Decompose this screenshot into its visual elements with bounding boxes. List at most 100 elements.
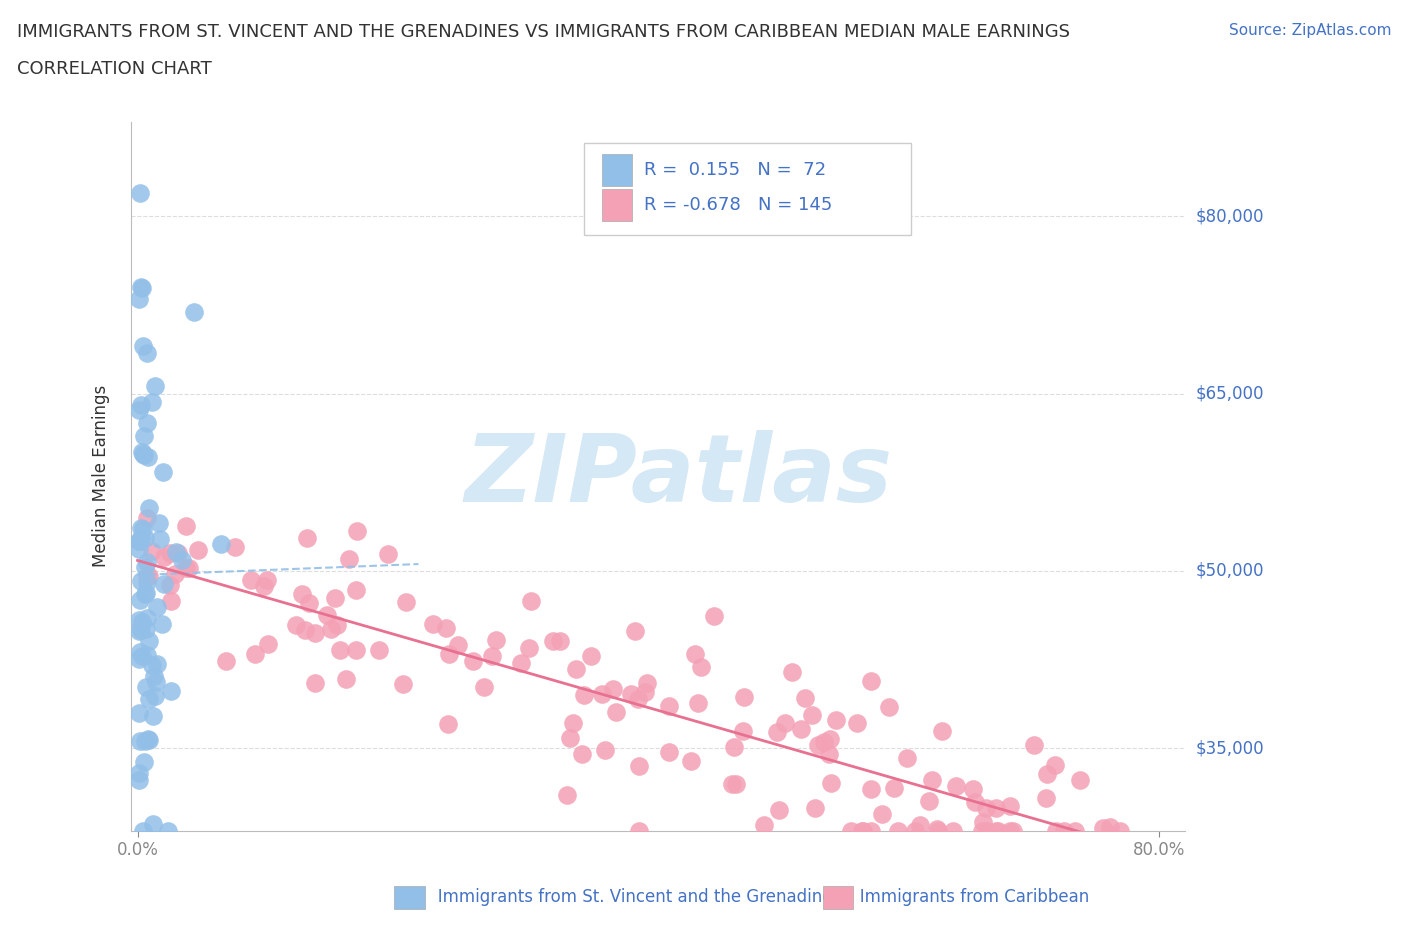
Point bbox=[298, 595, 321, 610]
Point bbox=[143, 379, 166, 393]
Point bbox=[129, 644, 152, 659]
Point bbox=[720, 777, 742, 791]
Point bbox=[153, 577, 176, 591]
Point bbox=[149, 531, 172, 546]
Point bbox=[690, 659, 713, 674]
Point bbox=[579, 649, 602, 664]
Point bbox=[131, 445, 153, 459]
Point bbox=[132, 429, 155, 444]
Point bbox=[165, 544, 187, 559]
Point bbox=[136, 575, 159, 590]
Point bbox=[447, 638, 470, 653]
Point bbox=[135, 647, 157, 662]
Point bbox=[766, 724, 789, 739]
Point bbox=[872, 807, 894, 822]
Point bbox=[818, 747, 841, 762]
Point bbox=[131, 648, 153, 663]
Point bbox=[174, 519, 197, 534]
Point bbox=[138, 500, 160, 515]
Point bbox=[367, 643, 389, 658]
Point bbox=[141, 658, 163, 672]
Point bbox=[138, 732, 160, 747]
Point bbox=[129, 185, 152, 200]
Point bbox=[132, 446, 155, 461]
Point bbox=[1024, 737, 1046, 752]
Text: R =  0.155   N =  72: R = 0.155 N = 72 bbox=[644, 161, 827, 179]
Point bbox=[945, 779, 967, 794]
Point bbox=[807, 737, 830, 752]
Point bbox=[294, 622, 316, 637]
Point bbox=[134, 560, 156, 575]
Point bbox=[128, 541, 150, 556]
Point bbox=[135, 611, 157, 626]
Text: ZIPatlas: ZIPatlas bbox=[465, 431, 893, 523]
Point bbox=[725, 777, 748, 791]
Point bbox=[984, 801, 1007, 816]
Text: CORRELATION CHART: CORRELATION CHART bbox=[17, 60, 212, 78]
Point bbox=[780, 665, 803, 680]
Point bbox=[683, 646, 706, 661]
Point bbox=[240, 572, 263, 587]
Point bbox=[571, 747, 593, 762]
Point bbox=[134, 530, 156, 545]
Point bbox=[131, 615, 153, 630]
Point bbox=[628, 823, 651, 838]
Point bbox=[1045, 823, 1067, 838]
Point bbox=[128, 706, 150, 721]
Point bbox=[128, 651, 150, 666]
Point bbox=[925, 821, 948, 836]
Text: $50,000: $50,000 bbox=[1197, 562, 1264, 580]
Point bbox=[851, 823, 873, 838]
Point bbox=[820, 776, 842, 790]
Point bbox=[976, 823, 998, 838]
Point bbox=[485, 632, 508, 647]
Point bbox=[1064, 823, 1087, 838]
Point bbox=[174, 561, 197, 576]
Point bbox=[422, 617, 444, 631]
Point bbox=[703, 609, 725, 624]
Y-axis label: Median Male Earnings: Median Male Earnings bbox=[93, 385, 110, 567]
Point bbox=[731, 723, 754, 737]
Point bbox=[602, 681, 624, 696]
Point bbox=[209, 537, 232, 551]
Point bbox=[344, 582, 367, 597]
Point bbox=[658, 698, 681, 713]
Point bbox=[319, 622, 342, 637]
Point bbox=[1035, 790, 1057, 805]
Point bbox=[291, 587, 314, 602]
Point bbox=[128, 533, 150, 548]
Point bbox=[138, 733, 160, 748]
Point bbox=[295, 531, 318, 546]
Point bbox=[520, 593, 543, 608]
Point bbox=[509, 656, 531, 671]
Point bbox=[591, 686, 613, 701]
Point bbox=[974, 801, 997, 816]
Point bbox=[517, 641, 540, 656]
Point bbox=[145, 675, 167, 690]
Point bbox=[148, 515, 170, 530]
Point bbox=[605, 704, 627, 719]
Point bbox=[128, 534, 150, 549]
Point bbox=[1036, 766, 1059, 781]
Point bbox=[344, 643, 367, 658]
Point bbox=[1000, 823, 1022, 838]
Point bbox=[962, 781, 984, 796]
Point bbox=[170, 552, 193, 567]
Point bbox=[131, 531, 153, 546]
Point bbox=[1053, 823, 1076, 838]
Point bbox=[733, 689, 755, 704]
FancyBboxPatch shape bbox=[602, 190, 631, 221]
Point bbox=[215, 654, 238, 669]
Point bbox=[437, 646, 460, 661]
Point bbox=[142, 817, 165, 831]
Point bbox=[143, 669, 166, 684]
Point bbox=[801, 707, 824, 722]
Point bbox=[841, 823, 863, 838]
Point bbox=[131, 398, 153, 413]
Point bbox=[481, 648, 503, 663]
Point bbox=[304, 676, 326, 691]
Point bbox=[984, 823, 1007, 838]
Point bbox=[141, 394, 163, 409]
Point bbox=[910, 817, 932, 832]
Point bbox=[128, 292, 150, 307]
